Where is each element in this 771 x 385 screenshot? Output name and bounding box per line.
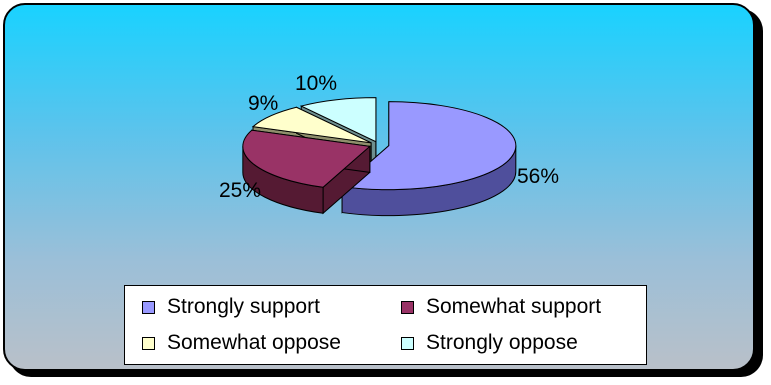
pie-chart <box>242 97 517 217</box>
legend-label: Somewhat oppose <box>167 331 341 354</box>
data-label-strongly-oppose: 10% <box>295 72 338 95</box>
chart-panel: 56% 25% 9% 10% Strongly support Somewhat… <box>3 3 755 371</box>
legend-item-somewhat-oppose: Somewhat oppose <box>142 331 341 355</box>
slice-somewhat-support <box>242 129 371 215</box>
legend-item-somewhat-support: Somewhat support <box>401 295 601 319</box>
legend-item-strongly-support: Strongly support <box>142 295 320 319</box>
legend-label: Strongly oppose <box>426 331 578 354</box>
slice-top <box>340 101 517 191</box>
legend-swatch <box>142 336 155 350</box>
data-label-somewhat-support: 25% <box>219 179 262 202</box>
slice-top <box>242 129 371 188</box>
data-label-somewhat-oppose: 9% <box>248 92 279 115</box>
legend-item-strongly-oppose: Strongly oppose <box>401 331 578 355</box>
legend-label: Somewhat support <box>426 295 602 318</box>
slice-strongly-support <box>340 101 517 217</box>
slice-top <box>251 106 372 144</box>
legend-label: Strongly support <box>167 295 320 318</box>
legend: Strongly support Somewhat support Somewh… <box>124 285 647 365</box>
slice-top <box>299 97 377 143</box>
legend-swatch <box>142 300 155 314</box>
legend-swatch <box>401 336 414 350</box>
legend-swatch <box>401 300 414 314</box>
data-label-strongly-support: 56% <box>517 165 560 188</box>
